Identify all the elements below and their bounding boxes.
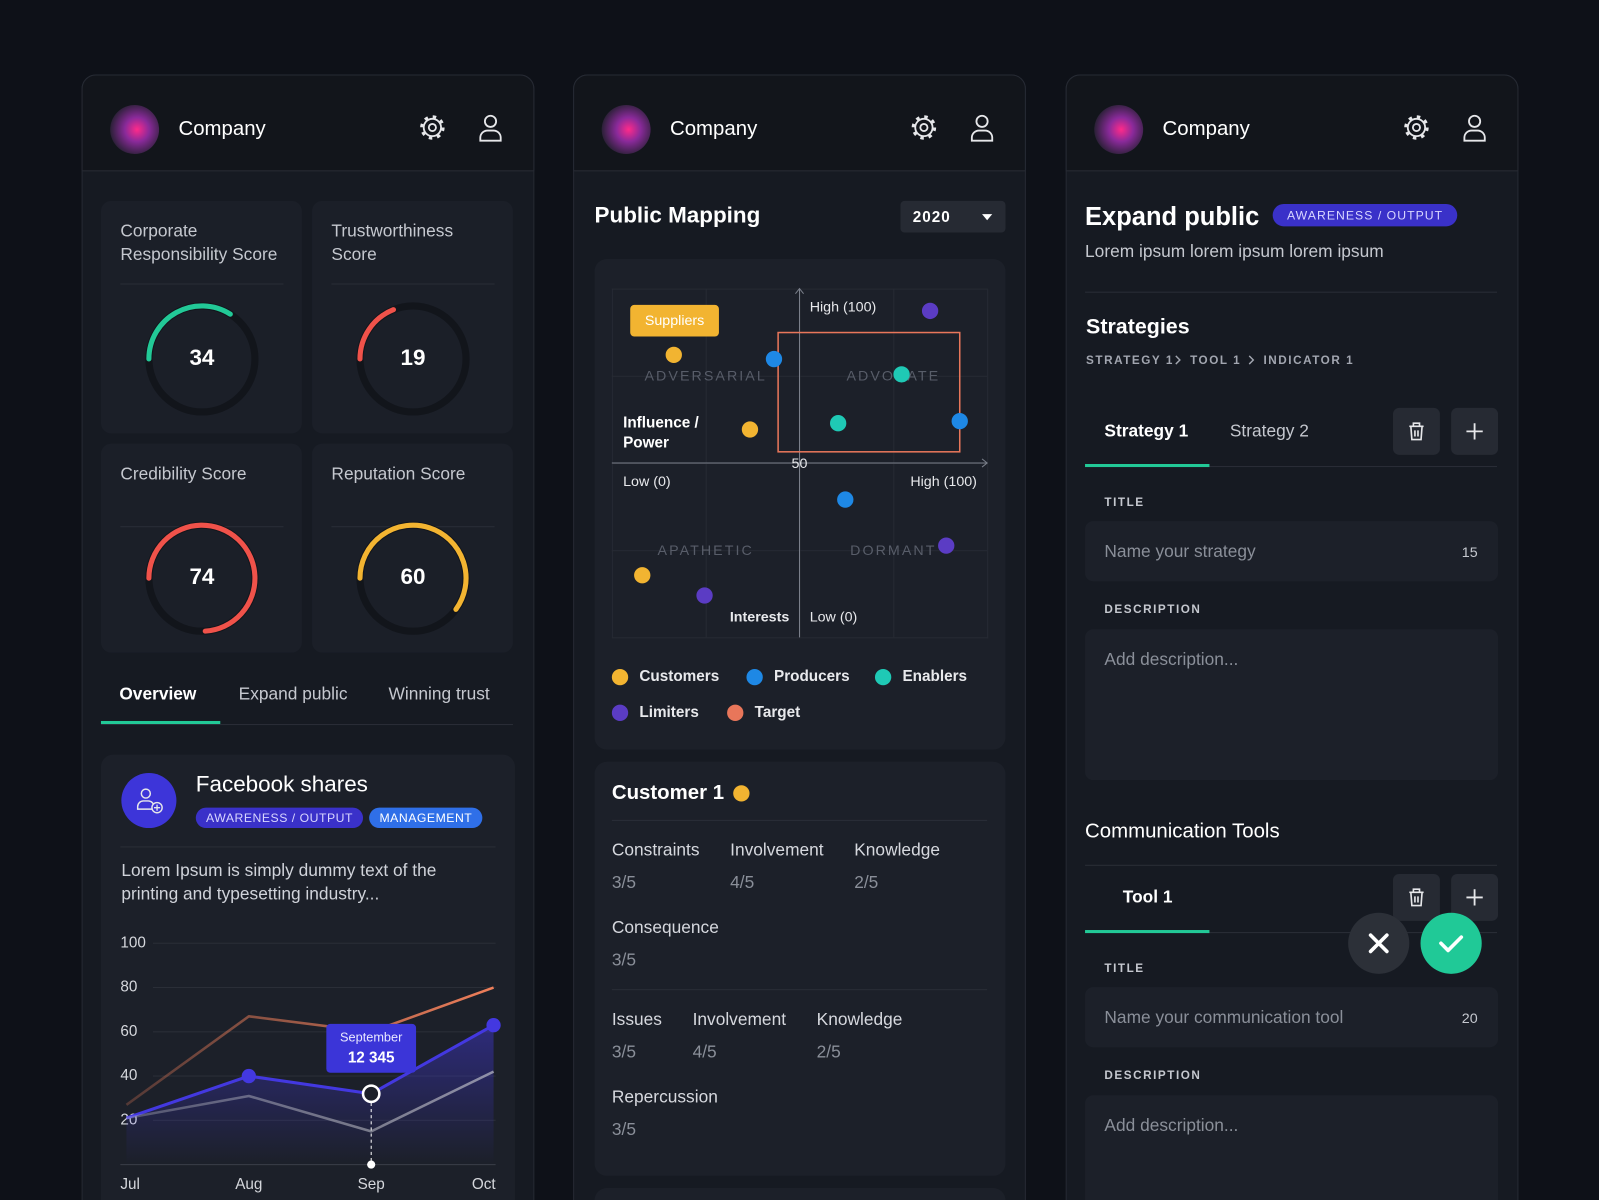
section-title: Public Mapping [594,201,761,228]
attribute-label: Constraints [611,840,700,860]
customer-title: Customer 1 [611,781,725,805]
attribute-group: Constraints 3/5 Involvement 4/5 Knowledge 2/5… [612,838,989,973]
dropdown-value[interactable]: 2020 [912,208,951,226]
icon-button[interactable] [1451,407,1499,455]
attribute-label: Repercussion [611,1087,718,1107]
attribute-label: Involvement [730,840,824,860]
breadcrumb-item[interactable]: INDICATOR 1 [1263,354,1355,368]
icon-button[interactable] [1393,407,1440,455]
field-label: DESCRIPTION [1104,1069,1202,1082]
company-name: Company [1162,117,1250,141]
attribute-label: Knowledge [816,1009,903,1029]
card [594,1188,1006,1200]
panel-header [81,74,535,172]
tab-indicator [1085,463,1210,468]
score-label: Corporate Responsibility Score [120,221,278,265]
textarea-placeholder[interactable]: Add description... [1104,649,1239,669]
attribute-value: 2/5 [854,872,879,893]
tab-indicator [100,720,221,725]
divider [120,526,284,528]
attribute: Involvement 4/5 [730,838,823,895]
attribute: Knowledge 2/5 [854,838,940,895]
attribute-value: 4/5 [730,872,755,893]
score-label: Reputation Score [331,463,466,484]
input-placeholder[interactable]: Name your communication tool [1104,1007,1344,1027]
page-title: Expand public [1085,202,1260,231]
tab[interactable]: Strategy 2 [1229,421,1309,441]
attribute-value: 4/5 [692,1042,717,1062]
y-axis-label: Influence / Power [623,414,699,452]
tab[interactable]: Expand public [238,684,348,704]
breadcrumb-item[interactable]: STRATEGY 1 [1086,354,1174,368]
divider [1085,291,1498,293]
attribute: Knowledge 2/5 [817,1008,903,1065]
divider [1085,466,1498,468]
attribute-value: 3/5 [611,1119,636,1140]
attribute-group: Issues 3/5 Involvement 4/5 Knowledge 2/5 Reper… [612,1008,989,1143]
attribute: Constraints 3/5 [612,838,700,895]
text-input[interactable] [1085,987,1499,1048]
textarea[interactable] [1085,629,1499,781]
panel-header [1065,74,1519,172]
attribute-label: Involvement [692,1009,787,1029]
divider [100,724,513,726]
divider [611,989,988,991]
attribute-label: Issues [611,1009,662,1029]
customer-card [594,761,1006,1176]
attribute-value: 3/5 [611,950,636,970]
tab[interactable]: Winning trust [388,684,490,704]
attribute: Repercussion 3/5 [612,1085,718,1142]
panel-header [573,74,1026,172]
section-title: Communication Tools [1085,820,1280,843]
plot-grid [611,288,989,639]
company-name: Company [178,117,266,141]
score-label: Trustworthiness Score [331,221,454,265]
attribute: Involvement 4/5 [693,1008,786,1065]
text-input[interactable] [1085,521,1499,582]
icon-button[interactable] [1451,873,1499,921]
textarea[interactable] [1085,1095,1499,1200]
tag: MANAGEMENT [369,807,483,829]
card-title: Facebook shares [195,770,368,797]
tag: AWARENESS / OUTPUT [1272,203,1458,227]
icon-button[interactable] [1393,873,1440,921]
breadcrumb-item[interactable]: TOOL 1 [1190,354,1242,368]
tag-list: AWARENESS / OUTPUT MANAGEMENT [195,807,483,829]
score-label: Credibility Score [120,463,247,484]
divider [331,283,495,285]
tab-indicator [1085,930,1210,934]
subtitle: Lorem ipsum lorem ipsum lorem ipsum [1085,241,1384,262]
tab[interactable]: Tool 1 [1122,887,1173,907]
field-label: DESCRIPTION [1104,603,1202,616]
field-label: TITLE [1104,962,1145,975]
field-label: TITLE [1104,496,1145,509]
attribute-value: 2/5 [816,1042,841,1062]
attribute-label: Knowledge [854,840,941,860]
input-placeholder[interactable]: Name your strategy [1104,541,1256,561]
attribute: Issues 3/5 [612,1008,662,1065]
divider [331,526,495,528]
divider [120,846,496,848]
card-text: Lorem Ipsum is simply dummy text of the … [121,860,437,904]
divider [1085,932,1498,934]
divider [120,283,284,285]
divider [1085,864,1498,866]
attribute-value: 3/5 [611,872,636,893]
attribute: Consequence 3/5 [612,916,719,973]
attribute-label: Consequence [611,917,719,938]
char-count: 15 [1461,543,1478,560]
company-name: Company [669,117,758,141]
divider [611,819,988,821]
tag: AWARENESS / OUTPUT [195,807,364,829]
tab[interactable]: Strategy 1 [1104,421,1189,441]
tab[interactable]: Overview [119,684,197,704]
char-count: 20 [1461,1009,1478,1026]
section-title: Strategies [1086,315,1190,339]
attribute-value: 3/5 [611,1042,636,1062]
textarea-placeholder[interactable]: Add description... [1104,1115,1239,1136]
